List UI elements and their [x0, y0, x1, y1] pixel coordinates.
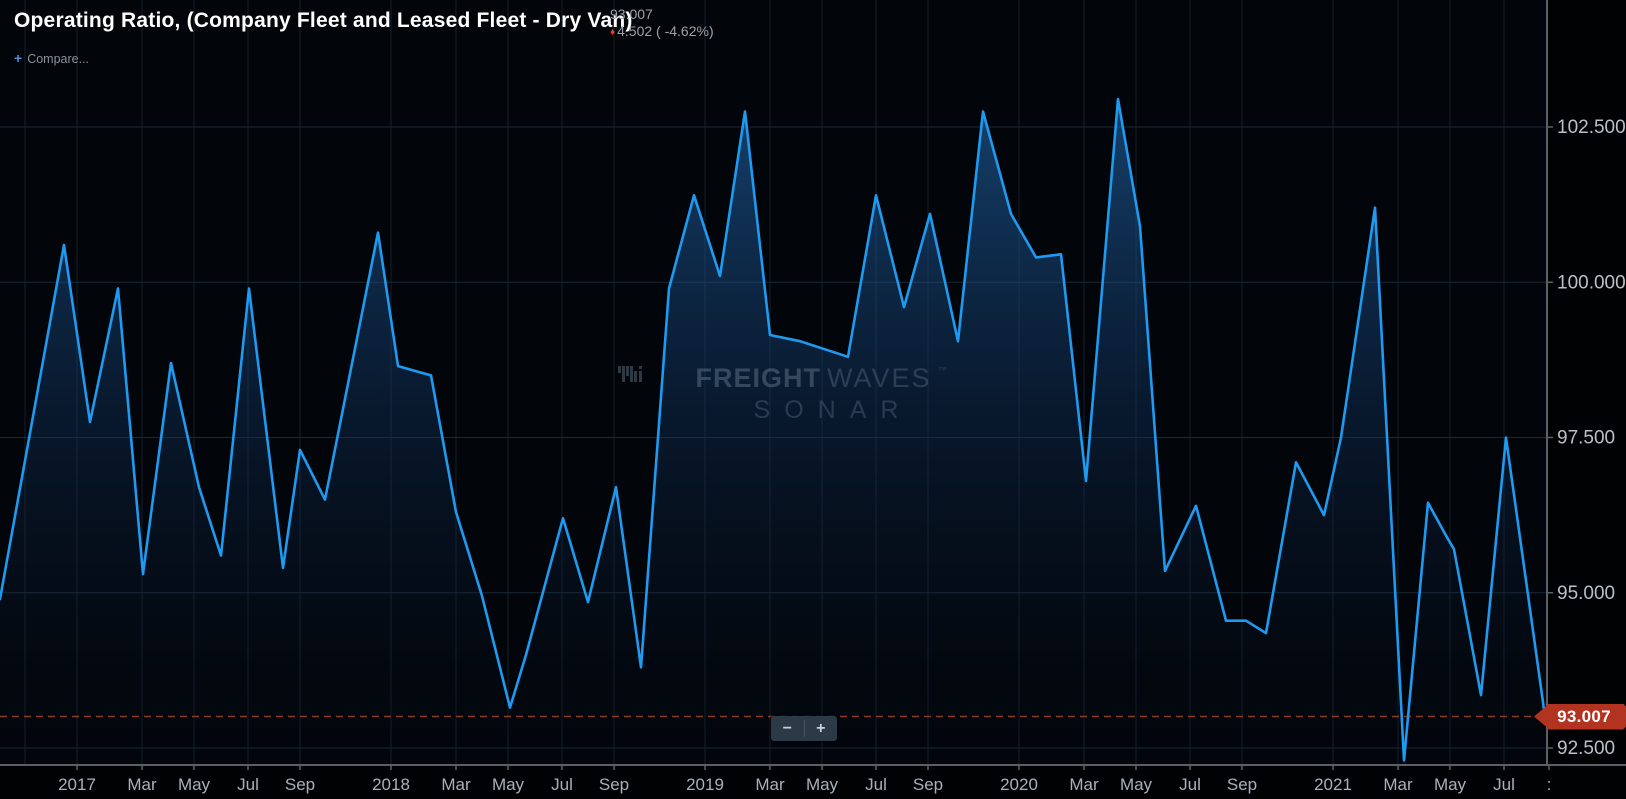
header-change: ♦ 4.502 ( -4.62%): [610, 23, 714, 41]
x-tick-label: May: [1434, 775, 1467, 794]
y-tick-label: 100.000: [1557, 272, 1626, 293]
header-last-value: 93.007: [610, 6, 653, 22]
x-tick-label: Jul: [865, 775, 887, 794]
x-tick-label: Sep: [599, 775, 629, 794]
x-tick-label: May: [806, 775, 839, 794]
y-tick-label: 95.000: [1557, 583, 1615, 604]
x-tick-label: 2018: [372, 775, 410, 794]
compare-button[interactable]: + Compare...: [14, 50, 89, 68]
x-tick-label: Mar: [1383, 775, 1413, 794]
y-tick-label: 97.500: [1557, 428, 1615, 449]
series-line: [0, 97, 1547, 762]
x-tick-label: May: [178, 775, 211, 794]
x-tick-label: Jul: [1493, 775, 1515, 794]
x-tick-label: Jul: [1179, 775, 1201, 794]
zoom-out-button[interactable]: −: [782, 719, 792, 737]
x-tick-label: 2019: [686, 775, 724, 794]
x-tick-label: Sep: [1227, 775, 1257, 794]
plus-icon: +: [14, 50, 23, 66]
zoom-control: − +: [771, 716, 837, 741]
zoom-control-divider: [803, 720, 805, 737]
x-tick-label: 2017: [58, 775, 96, 794]
compare-label: Compare...: [27, 52, 90, 66]
x-tick-label: May: [1120, 775, 1153, 794]
series-area: [0, 99, 1545, 766]
x-tick-label: Mar: [1069, 775, 1099, 794]
change-text: 4.502 ( -4.62%): [617, 23, 714, 39]
x-tick-label: Jul: [237, 775, 259, 794]
x-tick-label: Mar: [755, 775, 785, 794]
zoom-in-button[interactable]: +: [816, 719, 826, 737]
change-down-icon: ♦: [610, 27, 616, 38]
last-value-badge-text: 93.007: [1557, 706, 1611, 726]
header-values: 93.007 ♦ 4.502 ( -4.62%): [610, 6, 714, 41]
x-tick-label: Jul: [551, 775, 573, 794]
x-tick-label: 2020: [1000, 775, 1038, 794]
x-tick-label: 2021: [1314, 775, 1352, 794]
y-tick-label: 92.500: [1557, 738, 1615, 759]
x-tick-label: Sep: [285, 775, 315, 794]
last-value-badge: 93.007: [1534, 703, 1626, 730]
y-tick-label: 102.500: [1557, 117, 1626, 138]
x-tick-label: :: [1547, 775, 1552, 794]
x-tick-label: Sep: [913, 775, 943, 794]
x-tick-label: Mar: [127, 775, 157, 794]
x-tick-label: Mar: [441, 775, 471, 794]
chart-header: Operating Ratio, (Company Fleet and Leas…: [14, 9, 633, 33]
page-title: Operating Ratio, (Company Fleet and Leas…: [14, 9, 633, 32]
x-tick-label: May: [492, 775, 525, 794]
